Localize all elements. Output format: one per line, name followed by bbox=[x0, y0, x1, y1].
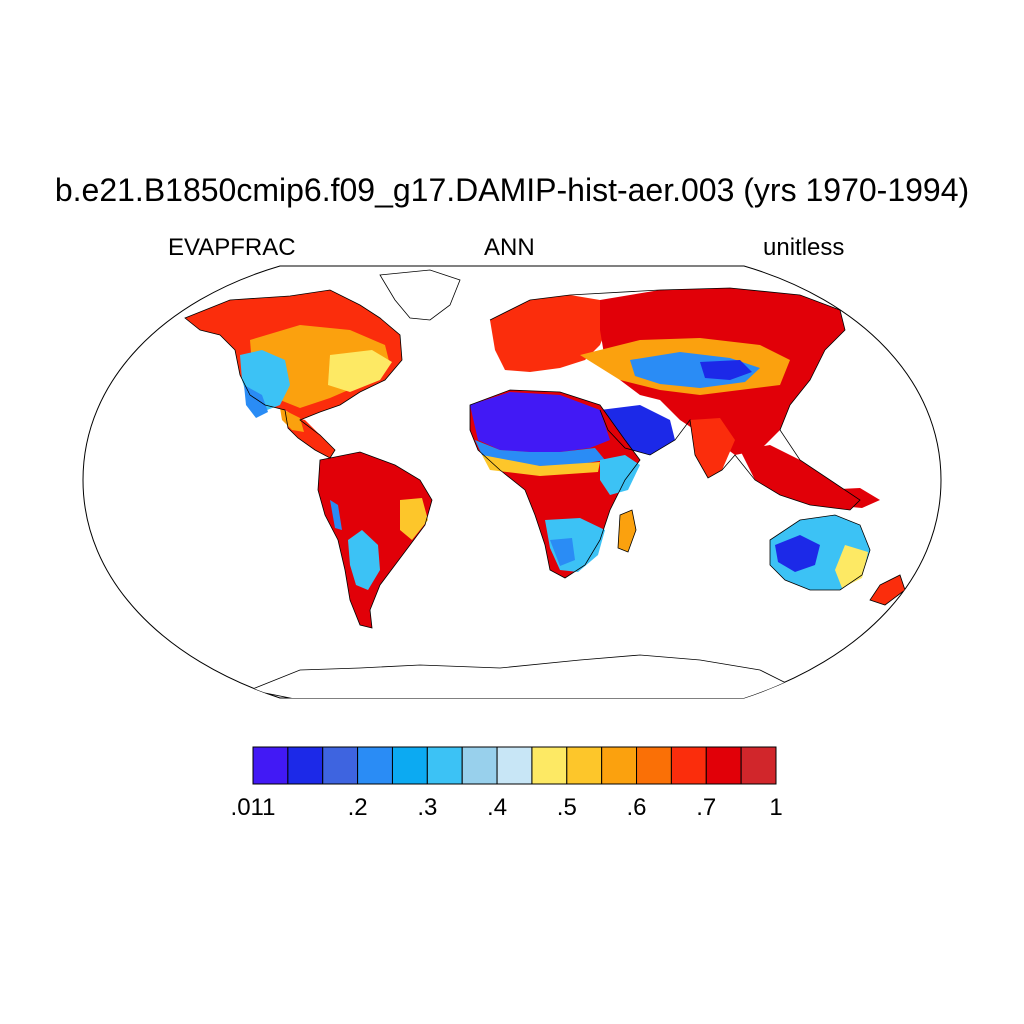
season-label: ANN bbox=[484, 234, 535, 261]
colorbar-swatch bbox=[426, 746, 463, 785]
colorbar-swatch bbox=[287, 746, 324, 785]
new-guinea bbox=[820, 488, 880, 508]
colorbar-swatch bbox=[566, 746, 603, 785]
variable-label: EVAPFRAC bbox=[168, 234, 296, 261]
colorbar-tick-label: .5 bbox=[557, 794, 577, 821]
coastlines bbox=[184, 287, 906, 629]
colorbar-swatch bbox=[705, 746, 742, 785]
colorbar-swatch bbox=[636, 746, 672, 785]
antarctica bbox=[248, 654, 802, 698]
sa-south-dry bbox=[348, 530, 380, 590]
south-america bbox=[318, 452, 432, 628]
colorbar-swatch bbox=[391, 746, 428, 785]
colorbar bbox=[252, 746, 777, 785]
colorbar-swatch bbox=[670, 746, 707, 785]
colorbar-swatch bbox=[461, 746, 498, 785]
colorbar-tick-label: 1 bbox=[769, 794, 782, 821]
colorbar-tick-label: .2 bbox=[348, 794, 368, 821]
na-east-moist bbox=[328, 350, 392, 392]
colorbar-tick-label: .7 bbox=[696, 794, 716, 821]
sa-coast-dry bbox=[330, 500, 342, 530]
na-southwest-dry bbox=[244, 385, 268, 418]
sa-east-moist bbox=[400, 498, 428, 540]
arabia bbox=[600, 405, 675, 455]
sahel-band bbox=[475, 440, 605, 466]
land-fields bbox=[185, 269, 905, 698]
colorbar-tick-label: .011 bbox=[231, 794, 276, 821]
horn-of-africa bbox=[600, 455, 640, 495]
colorbar-swatch bbox=[496, 746, 533, 785]
asia-gobi-dry bbox=[700, 360, 752, 380]
colorbar-swatch bbox=[252, 746, 289, 785]
kalahari-dry bbox=[550, 538, 575, 566]
units-label: unitless bbox=[763, 234, 845, 261]
sahara bbox=[470, 392, 610, 452]
australia-east-moist bbox=[835, 545, 868, 588]
plot-title: b.e21.B1850cmip6.f09_g17.DAMIP-hist-aer.… bbox=[54, 172, 970, 208]
colorbar-swatch bbox=[740, 746, 777, 785]
colorbar-swatch bbox=[322, 746, 359, 785]
sahel-yellow bbox=[482, 455, 600, 476]
colorbar-swatch bbox=[531, 746, 568, 785]
colorbar-swatch bbox=[357, 746, 393, 785]
europe bbox=[490, 295, 610, 372]
australia-interior-dry bbox=[775, 535, 820, 572]
colorbar-swatch bbox=[601, 746, 638, 785]
colorbar-labels: .011 .2 .3 .4 .5 .6 .7 1 bbox=[231, 794, 783, 821]
greenland bbox=[379, 269, 461, 321]
new-zealand bbox=[870, 575, 905, 605]
colorbar-tick-label: .6 bbox=[627, 794, 647, 821]
colorbar-tick-label: .4 bbox=[487, 794, 507, 821]
india bbox=[690, 418, 735, 478]
colorbar-tick-label: .3 bbox=[417, 794, 437, 821]
